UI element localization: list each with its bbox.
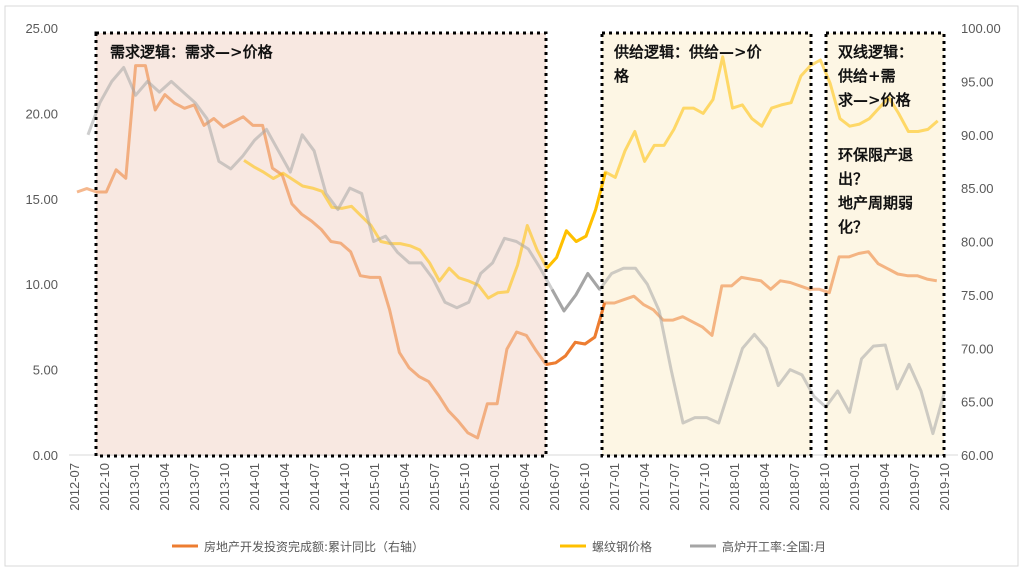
legend-label: 螺纹钢价格 xyxy=(592,539,652,554)
x-tick-label: 2019-04 xyxy=(877,463,892,511)
x-tick-label: 2015-04 xyxy=(397,463,412,511)
x-tick-label: 2015-10 xyxy=(457,463,472,511)
x-tick-label: 2017-10 xyxy=(697,463,712,511)
legend: 房地产开发投资完成额:累计同比（右轴） 螺纹钢价格 高炉开工率:全国:月 xyxy=(172,539,826,554)
box3-annotation-line: 供给+需 xyxy=(837,67,896,85)
box3-annotation-line: 化？ xyxy=(838,218,868,236)
box3-annotation-line: 地产周期弱 xyxy=(838,194,913,212)
left-tick-label: 15.00 xyxy=(25,192,58,207)
series-line-3 xyxy=(86,66,947,436)
x-tick-label: 2018-04 xyxy=(757,463,772,511)
box2-annotation-line: 供给逻辑：供给—>价 xyxy=(613,43,763,61)
right-tick-label: 95.00 xyxy=(961,74,994,89)
box2-annotation-line: 格 xyxy=(614,67,630,85)
x-tick-label: 2015-01 xyxy=(367,463,382,511)
legend-label: 高炉开工率:全国:月 xyxy=(722,539,826,554)
left-tick-label: 10.00 xyxy=(25,277,58,292)
x-tick-label: 2014-10 xyxy=(337,463,352,511)
right-tick-label: 85.00 xyxy=(961,181,994,196)
series-highlight-3 xyxy=(550,272,601,313)
x-tick-label: 2016-04 xyxy=(517,463,532,511)
x-tick-label: 2018-01 xyxy=(727,463,742,511)
x-tick-label: 2013-01 xyxy=(127,463,142,511)
left-tick-label: 5.00 xyxy=(33,363,58,378)
x-tick-label: 2014-04 xyxy=(277,463,292,511)
x-tick-label: 2019-10 xyxy=(937,463,952,511)
x-tick-label: 2015-07 xyxy=(427,463,442,511)
x-tick-label: 2012-10 xyxy=(97,463,112,511)
series-lines xyxy=(76,55,947,440)
right-axis: 100.00 95.00 90.00 85.00 80.00 75.00 70.00 65.0… xyxy=(961,21,1001,463)
supply-logic-box xyxy=(600,31,813,458)
series-line-1 xyxy=(76,64,938,440)
x-tick-label: 2019-07 xyxy=(907,463,922,511)
x-tick-label: 2017-04 xyxy=(637,463,652,511)
box3-annotation-line: 出？ xyxy=(838,170,868,188)
supply-logic-region xyxy=(602,33,811,456)
annotations: 需求逻辑：需求—>价格 供给逻辑：供给—>价格 双线逻辑： 供给+需求—>价格环保限产… xyxy=(110,43,913,236)
right-tick-label: 60.00 xyxy=(961,448,994,463)
left-tick-label: 25.00 xyxy=(25,21,58,36)
x-tick-label: 2013-07 xyxy=(187,463,202,511)
left-tick-label: 0.00 xyxy=(33,448,58,463)
x-tick-label: 2019-01 xyxy=(847,463,862,511)
dual-logic-box xyxy=(824,31,946,458)
x-tick-label: 2012-07 xyxy=(67,463,82,511)
x-tick-label: 2013-10 xyxy=(217,463,232,511)
box3-annotation-line: 双线逻辑： xyxy=(838,43,913,61)
x-tick-label: 2017-07 xyxy=(667,463,682,511)
box3-annotation-line: 求—>价格 xyxy=(838,91,912,109)
x-tick-label: 2017-01 xyxy=(607,463,622,511)
series-highlight-1 xyxy=(545,302,607,366)
box1-annotation-line: 需求逻辑：需求—>价格 xyxy=(110,43,274,61)
series-highlight-2 xyxy=(545,171,607,270)
right-tick-label: 70.00 xyxy=(961,341,994,356)
right-tick-label: 65.00 xyxy=(961,395,994,410)
x-tick-label: 2014-01 xyxy=(247,463,262,511)
box3-annotation-line: 环保限产退 xyxy=(838,146,913,164)
right-tick-label: 75.00 xyxy=(961,288,994,303)
left-tick-label: 20.00 xyxy=(25,106,58,121)
right-tick-label: 90.00 xyxy=(961,128,994,143)
right-tick-label: 100.00 xyxy=(961,21,1001,36)
x-tick-label: 2016-01 xyxy=(487,463,502,511)
x-tick-label: 2016-10 xyxy=(577,463,592,511)
x-axis: 2012-07 2012-10 2013-01 2013-04 2013-07 2013-… xyxy=(67,463,952,511)
left-axis: 25.00 20.00 15.00 10.00 5.00 0.00 xyxy=(25,21,58,463)
x-tick-label: 2018-10 xyxy=(817,463,832,511)
x-tick-label: 2016-07 xyxy=(547,463,562,511)
x-tick-label: 2018-07 xyxy=(787,463,802,511)
x-tick-label: 2013-04 xyxy=(157,463,172,511)
right-tick-label: 80.00 xyxy=(961,235,994,250)
demand-logic-box xyxy=(94,31,548,458)
demand-logic-region xyxy=(96,33,546,456)
x-tick-label: 2014-07 xyxy=(307,463,322,511)
legend-label: 房地产开发投资完成额:累计同比（右轴） xyxy=(204,539,424,554)
